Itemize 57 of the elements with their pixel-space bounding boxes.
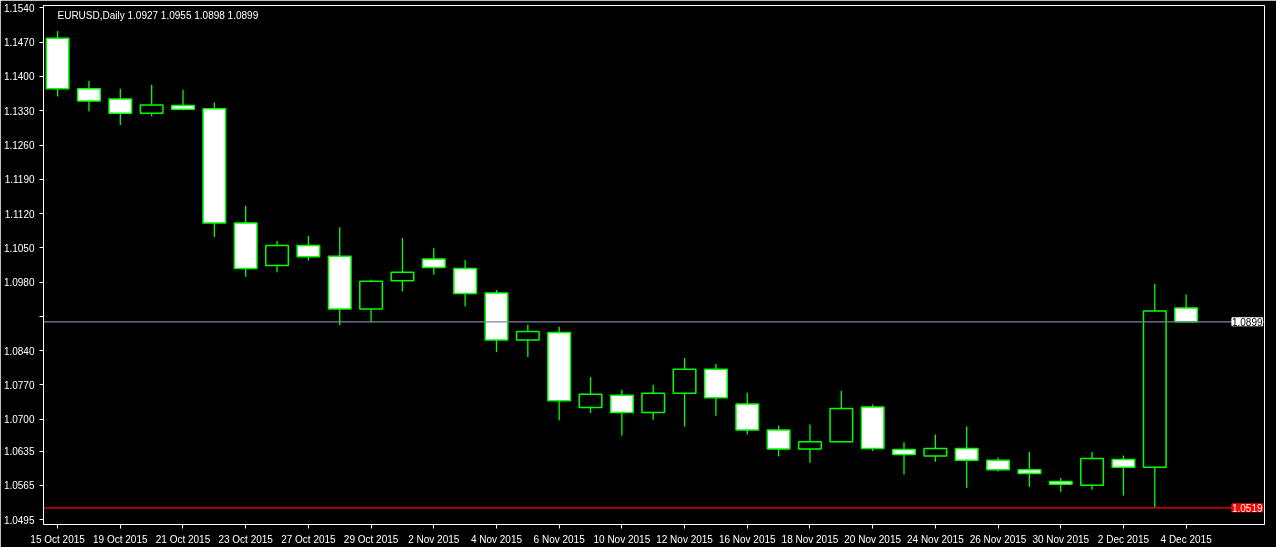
y-tick-label: 1.0635	[3, 446, 35, 458]
candlestick	[766, 424, 791, 458]
candlestick	[1174, 293, 1199, 323]
x-tick-label: 12 Nov 2015	[656, 533, 714, 545]
x-tick-label: 16 Nov 2015	[718, 533, 777, 545]
candlestick	[421, 247, 446, 276]
x-tick-label: 21 Oct 2015	[155, 533, 211, 545]
candlestick	[139, 84, 164, 117]
candlestick	[609, 389, 634, 437]
x-tick-label: 2 Dec 2015	[1097, 533, 1150, 545]
x-tick-label: 4 Dec 2015	[1160, 533, 1213, 545]
x-tick-label: 30 Nov 2015	[1032, 533, 1090, 545]
candlestick	[578, 376, 603, 414]
y-tick-label: 1.1050	[3, 242, 35, 254]
y-tick-label: 1.0840	[3, 345, 35, 357]
candlestick	[1017, 451, 1042, 488]
y-tick-label: 1.0770	[3, 379, 35, 391]
x-tick-label: 2 Nov 2015	[408, 533, 460, 545]
y-tick-label: 1.0700	[3, 414, 35, 426]
candlestick	[954, 425, 979, 489]
x-tick-label: 23 Oct 2015	[218, 533, 274, 545]
ref-line-label: 1.0519	[1231, 502, 1263, 514]
y-tick-label: 1.0495	[3, 514, 35, 526]
chart-title: EURUSD,Daily 1.0927 1.0955 1.0898 1.0899	[57, 9, 259, 21]
x-tick-label: 18 Nov 2015	[781, 533, 839, 545]
y-tick-label: 1.1190	[4, 174, 35, 186]
candlestick	[891, 441, 917, 476]
x-tick-label: 10 Nov 2015	[593, 533, 651, 545]
y-tick-label: 1.1330	[3, 105, 35, 117]
ref-line-label: 1.0899	[1231, 316, 1263, 328]
candlestick	[76, 80, 101, 112]
x-tick-label: 26 Nov 2015	[969, 533, 1027, 545]
candlestick	[390, 237, 415, 293]
y-tick-label: 1.0565	[3, 480, 35, 492]
x-tick-label: 29 Oct 2015	[343, 533, 399, 545]
candlestick	[296, 235, 321, 262]
x-tick-label: 4 Nov 2015	[470, 533, 523, 545]
x-tick-label: 24 Nov 2015	[906, 533, 965, 545]
x-tick-label: 15 Oct 2015	[30, 533, 86, 545]
candlestick	[672, 357, 697, 428]
x-tick-label: 6 Nov 2015	[533, 533, 586, 545]
candlestick	[1111, 454, 1136, 497]
candlestick	[265, 240, 290, 273]
y-tick-label: 1.1260	[3, 140, 35, 152]
y-tick-label: 1.1470	[3, 37, 35, 49]
x-tick-label: 27 Oct 2015	[281, 533, 337, 545]
x-tick-label: 19 Oct 2015	[93, 533, 148, 545]
candlestick	[515, 324, 540, 358]
y-tick-label: 1.0980	[3, 277, 35, 289]
candlestick	[797, 423, 822, 464]
candlestick	[923, 433, 948, 463]
y-tick-label: 1.1400	[3, 71, 35, 83]
candlestick	[641, 384, 666, 421]
y-tick-label: 1.1120	[4, 208, 35, 220]
candlestick	[108, 88, 133, 126]
y-tick-label: 1.1540	[3, 2, 35, 14]
x-tick-label: 20 Nov 2015	[844, 533, 902, 545]
